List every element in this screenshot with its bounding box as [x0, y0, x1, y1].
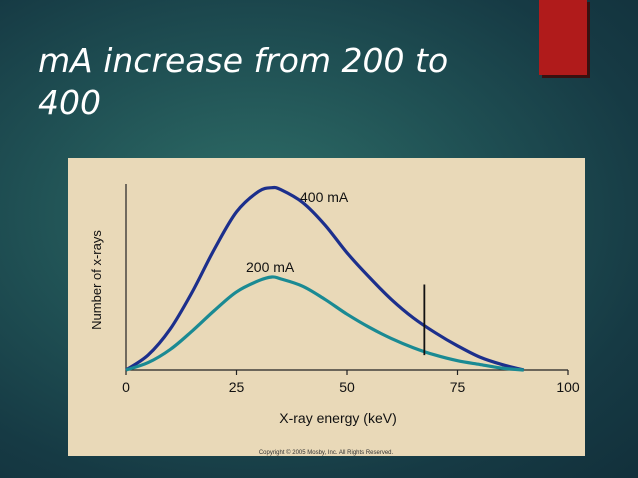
x-tick-label: 0 [122, 379, 130, 395]
y-axis-label: Number of x-rays [89, 230, 104, 330]
title-line-1: mA increase from 200 to [38, 41, 449, 80]
series-400-ma-line [125, 185, 525, 372]
slide-title: mA increase from 200 to 400 [38, 40, 508, 124]
x-axis-label: X-ray energy (keV) [279, 410, 396, 426]
x-tick-label: 25 [229, 379, 245, 395]
x-tick-label: 100 [556, 379, 580, 395]
series-200-ma-line [125, 275, 524, 372]
chart-svg: 0 25 50 75 100 400 mA 200 mA X-ray energy (k… [89, 184, 580, 456]
title-line-2: 400 [38, 83, 101, 122]
chart-panel: 0 25 50 75 100 400 mA 200 mA X-ray energy (k… [68, 158, 585, 456]
copyright-footer: Copyright © 2005 Mosby, Inc. All Rights … [259, 449, 394, 456]
series-400-ma-label: 400 mA [300, 189, 349, 205]
x-tick-label: 50 [339, 379, 355, 395]
x-tick-label: 75 [450, 379, 466, 395]
x-ticks: 0 25 50 75 100 [122, 370, 580, 395]
series-200-ma-label: 200 mA [246, 259, 295, 275]
accent-rectangle [539, 0, 587, 75]
